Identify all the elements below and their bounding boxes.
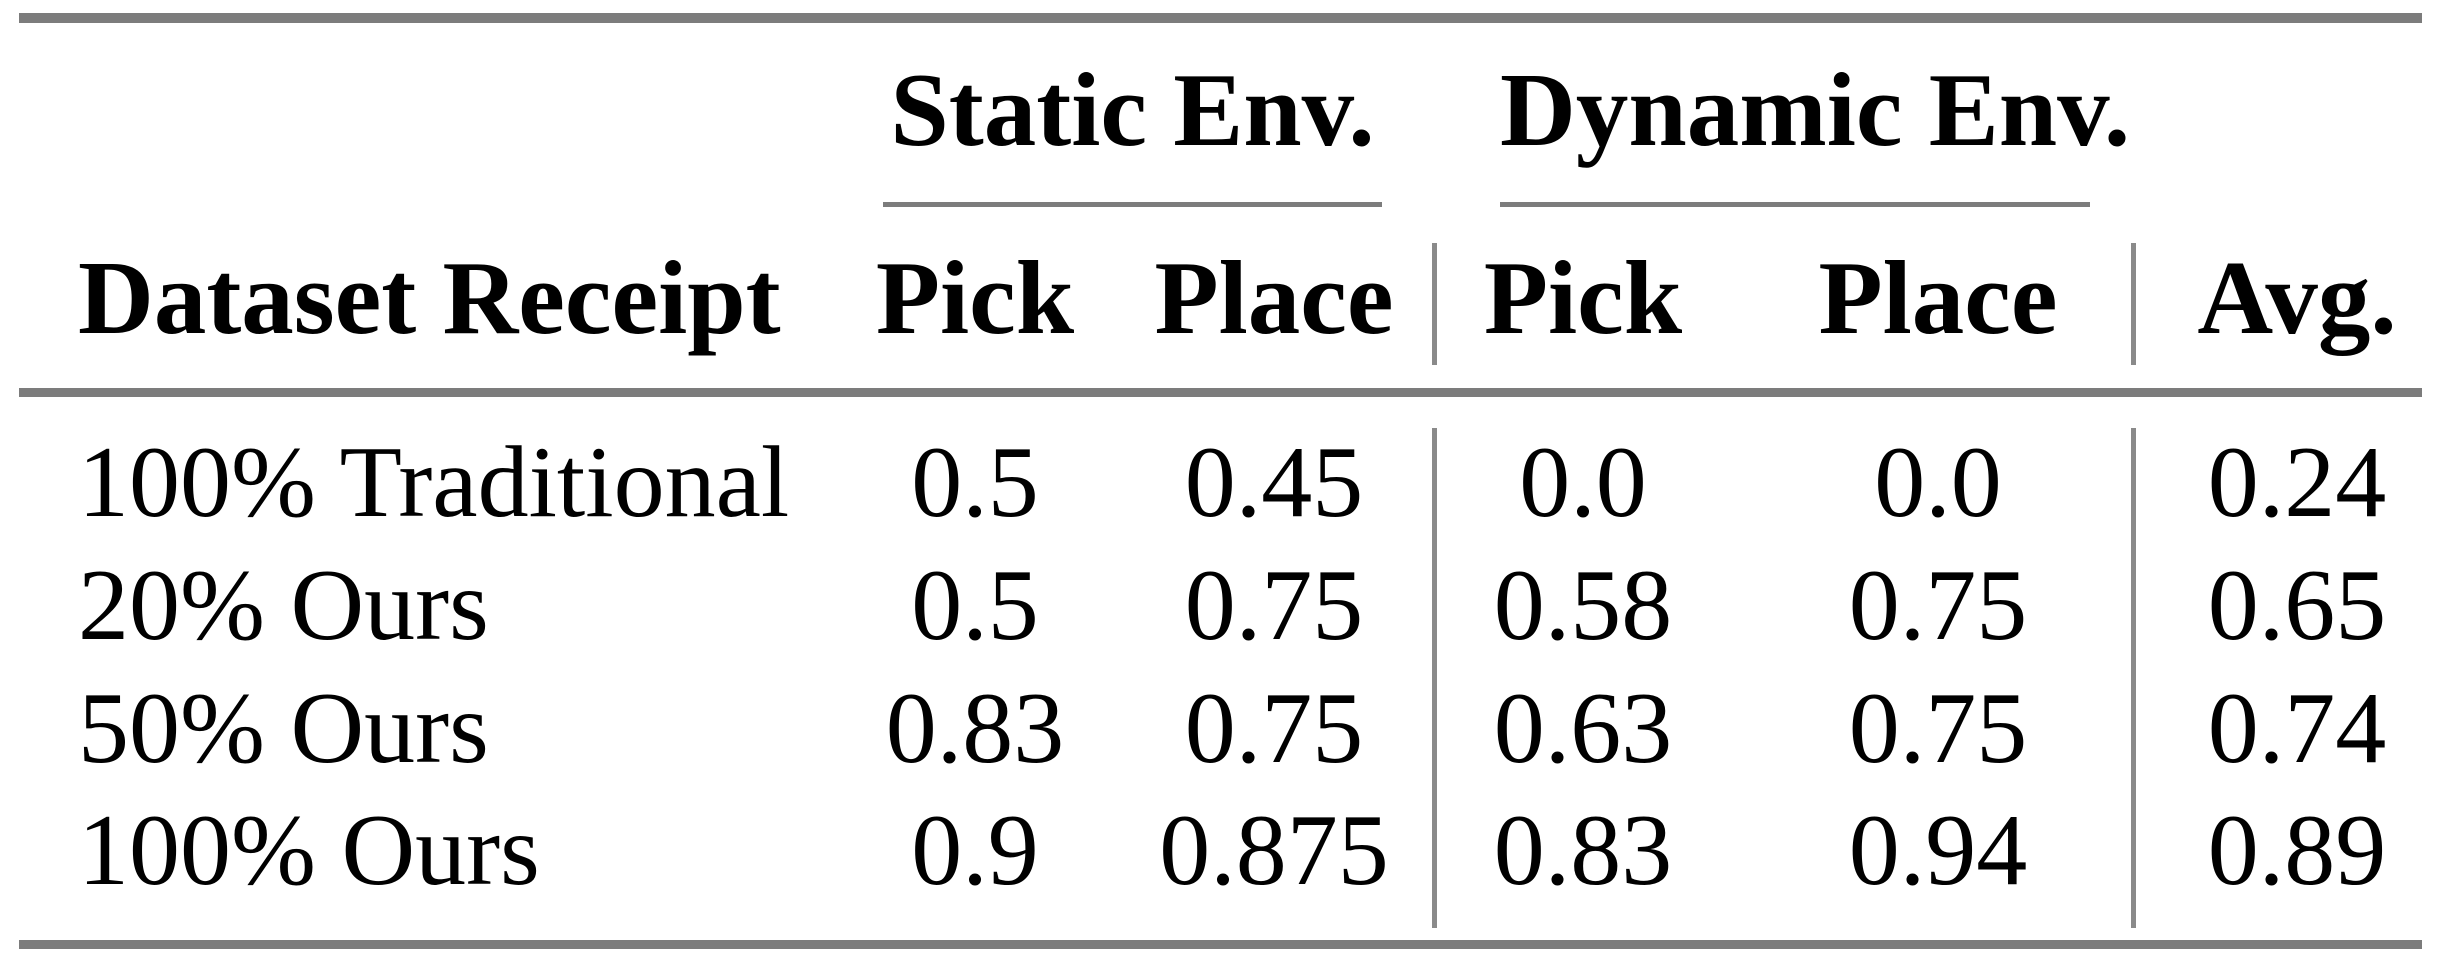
cell-static-place: 0.45 bbox=[1184, 426, 1364, 539]
table-row: 20% Ours 0.5 0.75 0.58 0.75 0.65 bbox=[0, 553, 2440, 658]
cell-dynamic-place: 0.75 bbox=[1848, 549, 2028, 662]
cell-static-place: 0.75 bbox=[1184, 672, 1364, 785]
cell-dynamic-pick: 0.0 bbox=[1519, 426, 1647, 539]
cell-dynamic-place: 0.75 bbox=[1848, 672, 2028, 785]
dynamic-env-underline bbox=[1500, 202, 2090, 207]
table-row: 100% Ours 0.9 0.875 0.83 0.94 0.89 bbox=[0, 798, 2440, 903]
cell-static-pick: 0.9 bbox=[911, 794, 1039, 907]
cell-avg: 0.74 bbox=[2207, 672, 2387, 785]
row-label: 50% Ours bbox=[78, 672, 489, 785]
cell-dynamic-pick: 0.58 bbox=[1493, 549, 1673, 662]
table-row: 50% Ours 0.83 0.75 0.63 0.75 0.74 bbox=[0, 676, 2440, 781]
cell-dynamic-place: 0.0 bbox=[1874, 426, 2002, 539]
static-env-underline bbox=[883, 202, 1382, 207]
header-divider-dynamic-avg bbox=[2131, 243, 2136, 365]
group-header-row: Static Env. Dynamic Env. bbox=[0, 57, 2440, 162]
top-rule bbox=[19, 13, 2422, 23]
column-header-dynamic-place: Place bbox=[1818, 239, 2058, 356]
column-header-avg: Avg. bbox=[2197, 239, 2397, 356]
row-label: 100% Traditional bbox=[78, 426, 790, 539]
bottom-rule bbox=[19, 940, 2422, 949]
column-header-dataset-receipt: Dataset Receipt bbox=[78, 239, 781, 356]
cell-avg: 0.24 bbox=[2207, 426, 2387, 539]
column-header-row: Dataset Receipt Pick Place Pick Place Av… bbox=[0, 245, 2440, 350]
header-divider-static-dynamic bbox=[1432, 243, 1437, 365]
cell-static-pick: 0.83 bbox=[885, 672, 1065, 785]
column-header-dynamic-pick: Pick bbox=[1483, 239, 1683, 356]
table-row: 100% Traditional 0.5 0.45 0.0 0.0 0.24 bbox=[0, 430, 2440, 535]
cell-static-place: 0.75 bbox=[1184, 549, 1364, 662]
body-divider-static-dynamic bbox=[1432, 428, 1437, 928]
cell-avg: 0.65 bbox=[2207, 549, 2387, 662]
column-header-static-pick: Pick bbox=[875, 239, 1075, 356]
header-body-rule bbox=[19, 388, 2422, 397]
row-label: 100% Ours bbox=[78, 794, 540, 907]
cell-static-pick: 0.5 bbox=[911, 549, 1039, 662]
group-header-dynamic-env: Dynamic Env. bbox=[1500, 51, 2131, 168]
cell-avg: 0.89 bbox=[2207, 794, 2387, 907]
cell-static-place: 0.875 bbox=[1159, 794, 1389, 907]
cell-dynamic-pick: 0.63 bbox=[1493, 672, 1673, 785]
cell-dynamic-pick: 0.83 bbox=[1493, 794, 1673, 907]
column-header-static-place: Place bbox=[1154, 239, 1394, 356]
cell-static-pick: 0.5 bbox=[911, 426, 1039, 539]
group-header-static-env: Static Env. bbox=[890, 51, 1375, 168]
row-label: 20% Ours bbox=[78, 549, 489, 662]
body-divider-dynamic-avg bbox=[2131, 428, 2136, 928]
cell-dynamic-place: 0.94 bbox=[1848, 794, 2028, 907]
